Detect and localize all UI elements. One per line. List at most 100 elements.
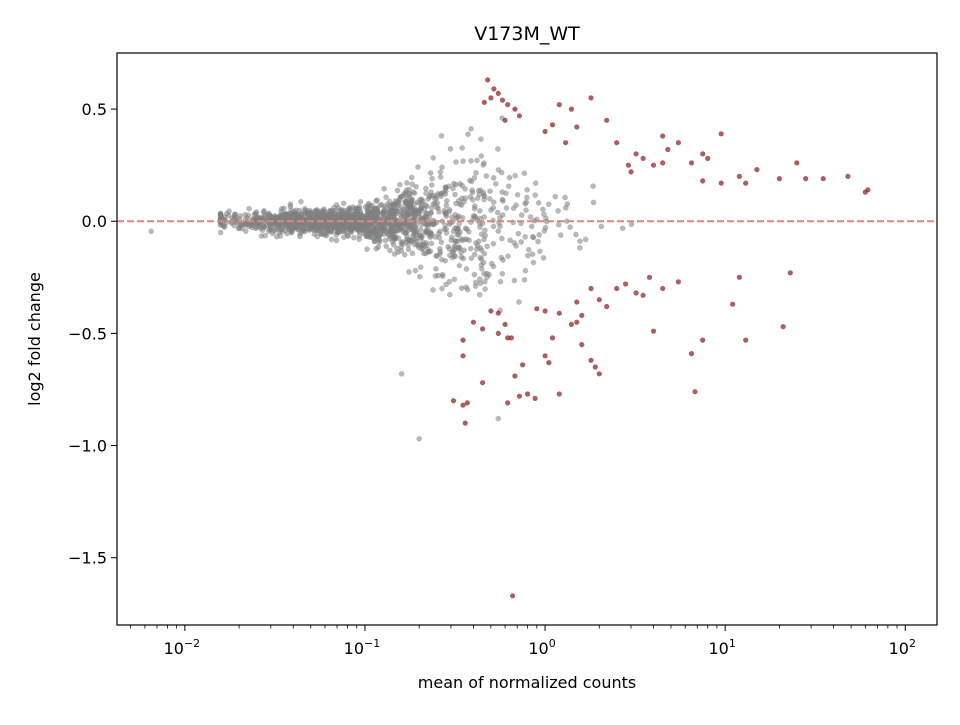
point-not-significant — [482, 227, 488, 234]
point-not-significant — [439, 285, 445, 292]
point-not-significant — [242, 228, 249, 234]
point-not-significant — [395, 222, 401, 229]
point-not-significant — [511, 239, 518, 246]
point-not-significant — [229, 215, 235, 222]
x-tick-label: 10−2 — [164, 637, 201, 658]
point-significant — [488, 308, 494, 314]
point-not-significant — [494, 209, 501, 216]
point-significant — [633, 290, 639, 296]
point-not-significant — [442, 257, 449, 264]
point-not-significant — [488, 207, 494, 213]
point-not-significant — [430, 154, 437, 161]
point-not-significant — [437, 174, 444, 180]
point-not-significant — [344, 232, 351, 239]
point-not-significant — [447, 145, 454, 152]
point-not-significant — [398, 239, 405, 246]
point-significant — [574, 319, 580, 325]
point-not-significant — [478, 247, 485, 254]
point-not-significant — [254, 214, 261, 221]
point-significant — [525, 391, 531, 397]
point-not-significant — [414, 238, 420, 245]
point-not-significant — [404, 180, 410, 186]
point-significant — [512, 373, 518, 379]
point-significant — [495, 330, 501, 336]
point-not-significant — [525, 246, 532, 253]
point-not-significant — [409, 181, 415, 188]
point-not-significant — [446, 245, 453, 252]
point-not-significant — [323, 213, 330, 220]
point-not-significant — [380, 210, 386, 217]
point-not-significant — [456, 201, 463, 208]
point-not-significant — [478, 153, 485, 159]
point-not-significant — [408, 174, 415, 181]
point-not-significant — [459, 182, 466, 189]
point-significant — [512, 106, 518, 112]
point-not-significant — [541, 211, 547, 218]
point-significant — [776, 176, 783, 182]
point-not-significant — [323, 230, 330, 236]
point-not-significant — [450, 185, 456, 192]
point-significant — [614, 140, 620, 146]
point-not-significant — [338, 206, 345, 213]
x-axis: 10−2 10−1 100 101 102 — [130, 625, 916, 658]
point-not-significant — [397, 181, 403, 188]
point-not-significant — [386, 198, 393, 205]
point-not-significant — [438, 132, 445, 139]
point-significant — [556, 102, 562, 108]
point-significant — [491, 86, 497, 92]
point-not-significant — [472, 283, 479, 289]
point-not-significant — [452, 191, 458, 198]
point-significant — [845, 173, 851, 179]
point-significant — [787, 270, 793, 276]
point-not-significant — [514, 191, 521, 198]
point-significant — [495, 90, 501, 96]
point-not-significant — [467, 245, 474, 252]
point-not-significant — [499, 196, 506, 203]
point-not-significant — [425, 196, 432, 202]
x-tick-label: 10−1 — [344, 637, 381, 658]
point-not-significant — [495, 415, 502, 422]
point-significant — [646, 274, 653, 280]
point-not-significant — [555, 208, 561, 214]
point-not-significant — [461, 236, 468, 243]
point-not-significant — [555, 221, 562, 228]
point-not-significant — [482, 278, 488, 285]
point-not-significant — [542, 224, 549, 231]
point-significant — [592, 364, 598, 370]
point-not-significant — [484, 243, 491, 250]
point-not-significant — [409, 250, 416, 257]
point-not-significant — [453, 238, 459, 245]
point-not-significant — [357, 198, 364, 205]
point-not-significant — [537, 248, 543, 255]
point-not-significant — [456, 262, 463, 269]
point-significant — [481, 99, 487, 105]
point-not-significant — [590, 199, 597, 206]
point-not-significant — [518, 212, 525, 218]
point-not-significant — [512, 172, 519, 179]
point-not-significant — [382, 237, 389, 244]
point-not-significant — [374, 208, 381, 214]
point-not-significant — [394, 187, 401, 194]
point-significant — [688, 351, 695, 357]
point-not-significant — [397, 194, 403, 201]
point-not-significant — [498, 169, 505, 176]
y-tick-label: 0.0 — [82, 212, 107, 231]
y-tick-label: −1.0 — [68, 437, 107, 456]
point-not-significant — [464, 286, 471, 293]
point-not-significant — [483, 173, 490, 179]
point-not-significant — [433, 195, 440, 202]
point-significant — [485, 77, 491, 83]
point-not-significant — [404, 236, 411, 243]
point-not-significant — [500, 257, 506, 263]
point-not-significant — [217, 211, 224, 218]
y-tick-label: −0.5 — [68, 324, 107, 343]
point-not-significant — [253, 209, 260, 215]
point-not-significant — [438, 239, 445, 246]
point-not-significant — [333, 237, 340, 244]
point-not-significant — [430, 201, 437, 207]
point-significant — [736, 173, 743, 179]
point-not-significant — [311, 231, 318, 238]
point-not-significant — [356, 204, 363, 210]
point-not-significant — [423, 190, 429, 197]
point-not-significant — [308, 209, 314, 216]
